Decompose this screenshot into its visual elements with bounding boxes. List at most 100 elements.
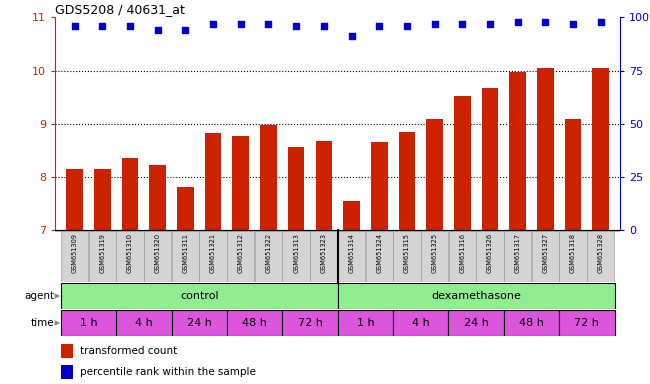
Point <box>208 21 218 27</box>
Text: GSM651314: GSM651314 <box>348 233 354 273</box>
Text: GSM651325: GSM651325 <box>432 233 437 273</box>
Bar <box>393 310 448 336</box>
Bar <box>587 231 614 282</box>
Bar <box>116 231 144 282</box>
Bar <box>482 88 499 230</box>
Bar <box>448 310 504 336</box>
Bar <box>315 141 332 230</box>
Bar <box>448 231 476 282</box>
Point <box>125 23 135 29</box>
Bar <box>421 231 448 282</box>
Point <box>540 18 551 25</box>
Point <box>235 21 246 27</box>
Bar <box>283 231 310 282</box>
Bar <box>592 68 609 230</box>
Point <box>568 21 578 27</box>
Bar <box>504 310 559 336</box>
Bar <box>338 231 365 282</box>
Text: 48 h: 48 h <box>242 318 267 328</box>
Bar <box>200 231 227 282</box>
Point <box>180 27 190 33</box>
Text: 24 h: 24 h <box>463 318 489 328</box>
Bar <box>61 283 338 309</box>
Bar <box>172 231 199 282</box>
Text: GSM651315: GSM651315 <box>404 233 410 273</box>
Text: transformed count: transformed count <box>79 346 177 356</box>
Point <box>291 23 302 29</box>
Text: GSM651321: GSM651321 <box>210 233 216 273</box>
Bar <box>88 231 116 282</box>
Point <box>595 18 606 25</box>
Text: 1 h: 1 h <box>357 318 374 328</box>
Bar <box>227 310 282 336</box>
Text: GSM651326: GSM651326 <box>487 233 493 273</box>
Bar <box>343 201 360 230</box>
Bar <box>116 310 172 336</box>
Point <box>457 21 467 27</box>
Bar <box>61 231 88 282</box>
Text: dexamethasone: dexamethasone <box>431 291 521 301</box>
Bar <box>559 310 614 336</box>
Bar <box>565 119 581 230</box>
Text: GSM651316: GSM651316 <box>460 233 465 273</box>
Text: control: control <box>180 291 218 301</box>
Text: percentile rank within the sample: percentile rank within the sample <box>79 367 255 377</box>
Bar <box>255 231 282 282</box>
Text: GSM651317: GSM651317 <box>515 233 521 273</box>
Text: GSM651319: GSM651319 <box>99 233 105 273</box>
Text: 4 h: 4 h <box>412 318 430 328</box>
Point <box>153 27 163 33</box>
Point <box>97 23 107 29</box>
Text: 72 h: 72 h <box>298 318 322 328</box>
Text: 48 h: 48 h <box>519 318 544 328</box>
Text: GDS5208 / 40631_at: GDS5208 / 40631_at <box>55 3 185 16</box>
Bar <box>260 126 277 230</box>
Bar <box>537 68 554 230</box>
Text: GSM651323: GSM651323 <box>321 233 327 273</box>
Text: time: time <box>31 318 55 328</box>
Text: 24 h: 24 h <box>187 318 212 328</box>
Text: GSM651318: GSM651318 <box>570 233 576 273</box>
Bar <box>94 169 111 230</box>
Bar <box>61 365 73 379</box>
Text: 4 h: 4 h <box>135 318 153 328</box>
Bar <box>172 310 227 336</box>
Point <box>512 18 523 25</box>
Text: GSM651322: GSM651322 <box>265 233 272 273</box>
Bar <box>177 187 194 230</box>
Bar <box>365 231 393 282</box>
Text: GSM651309: GSM651309 <box>72 233 77 273</box>
Bar <box>144 231 172 282</box>
Bar <box>510 72 526 230</box>
Bar <box>532 231 559 282</box>
Text: GSM651311: GSM651311 <box>183 233 188 273</box>
Bar <box>61 344 73 358</box>
Text: GSM651328: GSM651328 <box>598 233 604 273</box>
Point <box>318 23 329 29</box>
Bar <box>61 310 116 336</box>
Text: GSM651313: GSM651313 <box>293 233 299 273</box>
Bar <box>371 142 387 230</box>
Bar <box>282 310 338 336</box>
Point <box>263 21 274 27</box>
Text: GSM651324: GSM651324 <box>376 233 382 273</box>
Bar <box>476 231 504 282</box>
Bar <box>66 169 83 230</box>
Point <box>70 23 80 29</box>
Text: GSM651327: GSM651327 <box>542 233 549 273</box>
Text: agent: agent <box>25 291 55 301</box>
Bar <box>559 231 587 282</box>
Bar <box>310 231 337 282</box>
Point <box>485 21 495 27</box>
Bar <box>150 166 166 230</box>
Bar <box>338 310 393 336</box>
Point <box>374 23 384 29</box>
Point <box>346 33 357 40</box>
Text: GSM651312: GSM651312 <box>238 233 244 273</box>
Bar <box>227 231 254 282</box>
Bar <box>393 231 421 282</box>
Text: 72 h: 72 h <box>575 318 599 328</box>
Bar <box>454 96 471 230</box>
Text: GSM651310: GSM651310 <box>127 233 133 273</box>
Bar <box>398 132 415 230</box>
